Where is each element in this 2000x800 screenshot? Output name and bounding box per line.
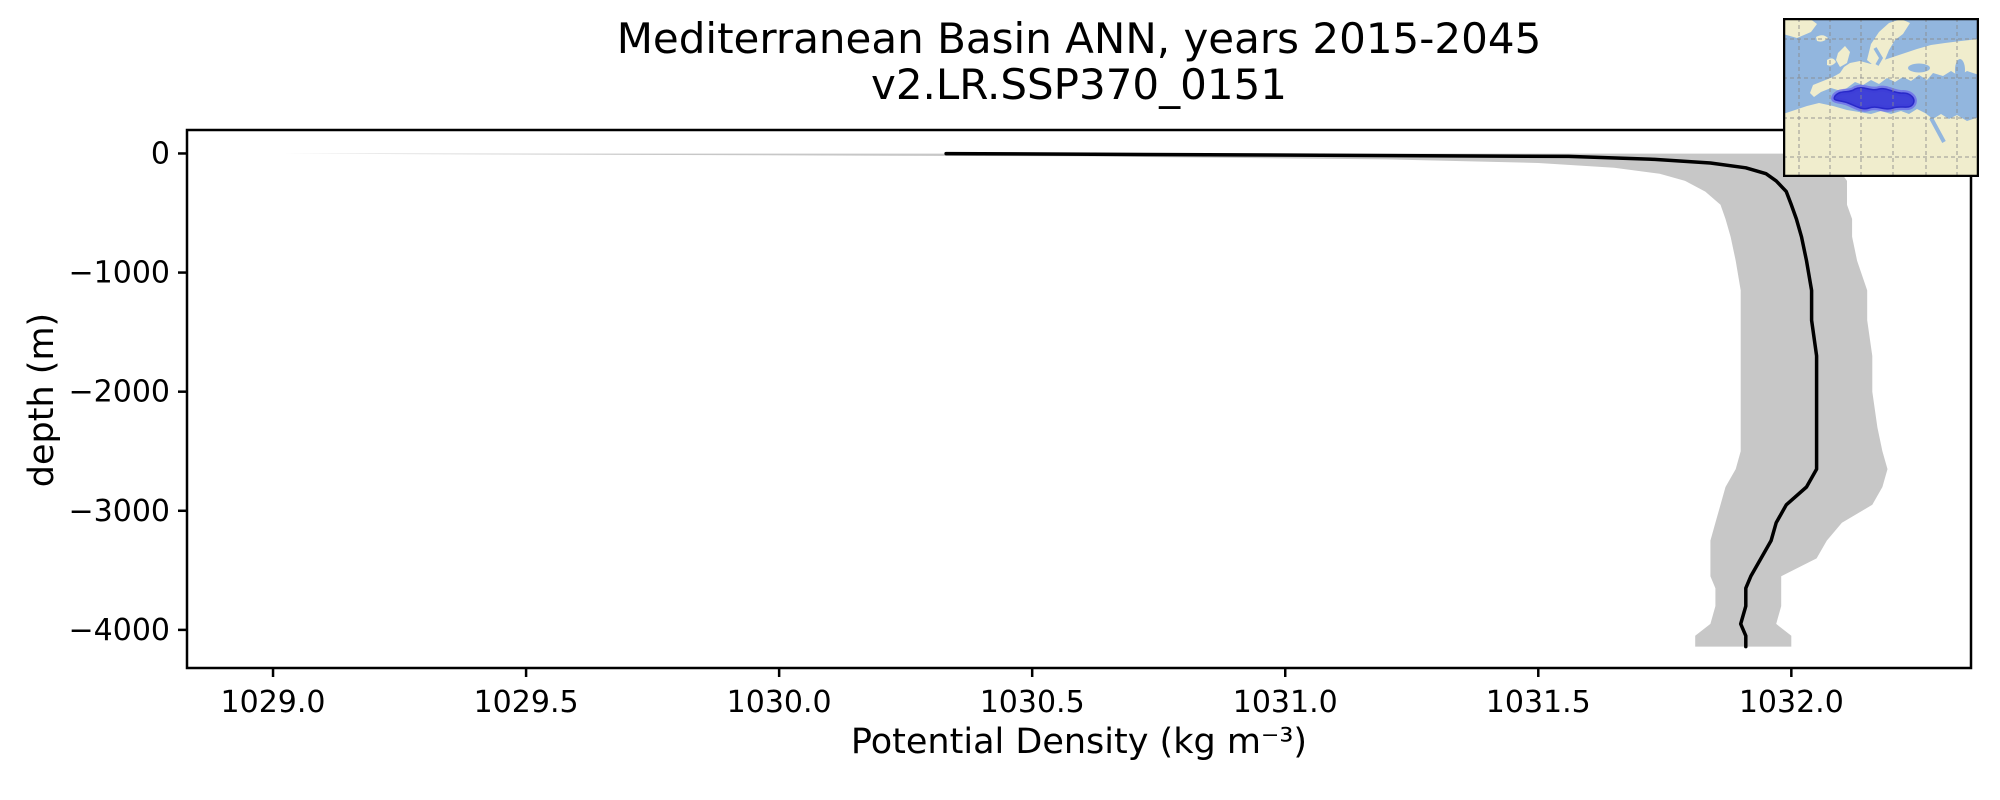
map-mediterranean-highlight [1833,86,1915,110]
chart-title-line1: Mediterranean Basin ANN, years 2015-2045 [616,14,1542,63]
y-tick-label: −4000 [69,613,170,648]
spread-envelope [283,153,1888,647]
map-land-britain [1836,46,1850,67]
y-tick-label: −1000 [69,256,170,291]
chart-title-block: Mediterranean Basin ANN, years 2015-2045… [187,16,1971,108]
x-tick-label: 1030.5 [980,685,1085,720]
x-tick-label: 1031.5 [1486,685,1591,720]
x-tick-label: 1029.0 [221,685,326,720]
y-tick-label: −3000 [69,494,170,529]
map-land-greenland [1783,18,1817,38]
map-baltic-sea [1873,47,1884,66]
x-tick-label: 1029.5 [474,685,579,720]
x-tick-label: 1032.0 [1739,685,1844,720]
map-black-sea [1908,63,1930,73]
x-tick-label: 1031.0 [1233,685,1338,720]
map-border [1783,18,1979,177]
y-tick-label: −2000 [69,375,170,410]
mean-profile-line [944,151,1819,649]
y-axis-label: depth (m) [22,312,62,488]
x-tick-label: 1030.0 [727,685,832,720]
chart-title-line2: v2.LR.SSP370_0151 [870,60,1288,109]
map-land-iceland [1816,35,1828,42]
map-land-ireland [1827,58,1836,66]
map-land-africa [1783,103,1979,177]
map-red-sea [1929,117,1946,143]
axes-frame [185,128,1973,670]
x-axis-label: Potential Density (kg m⁻³) [850,722,1308,762]
y-tick-label: 0 [151,136,170,171]
map-land-europe [1810,39,1979,97]
inset-map [1783,18,1979,177]
